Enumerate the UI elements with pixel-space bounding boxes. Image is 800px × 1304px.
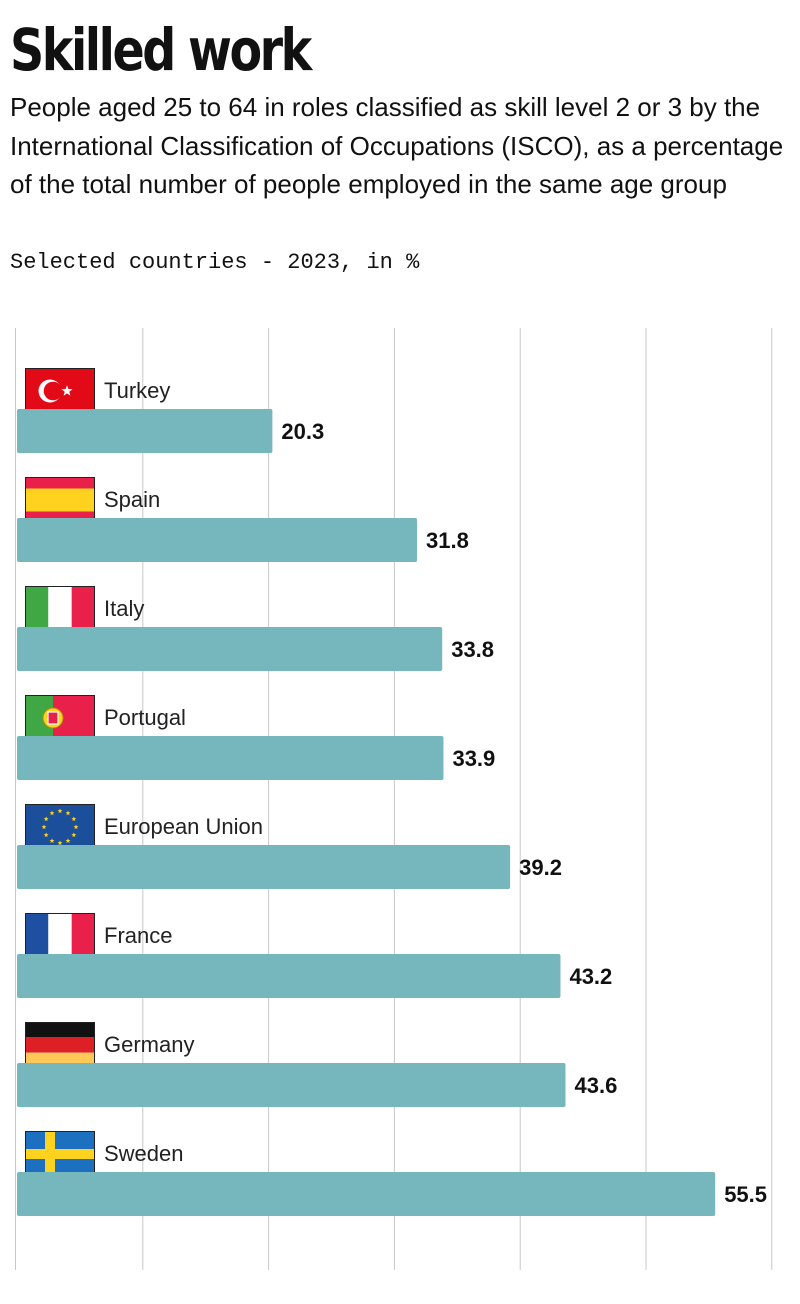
italy-flag	[25, 586, 95, 632]
value-label: 43.6	[574, 1073, 617, 1098]
row-italy: Italy 33.8	[17, 586, 494, 671]
bar	[17, 1063, 566, 1107]
chart-title: Skilled work	[10, 16, 312, 84]
bar	[17, 954, 561, 998]
row-spain: Spain 31.8	[17, 477, 469, 562]
row-sweden: Sweden 55.5	[17, 1131, 767, 1216]
category-label: Germany	[104, 1032, 194, 1057]
value-label: 43.2	[569, 964, 612, 989]
category-label: Sweden	[104, 1141, 184, 1166]
chart-note: Selected countries - 2023, in %	[10, 250, 420, 275]
value-label: 39.2	[519, 855, 562, 880]
value-label: 55.5	[724, 1182, 767, 1207]
spain-flag	[25, 477, 95, 523]
bar	[17, 518, 418, 562]
gridlines	[15, 328, 773, 1270]
row-portugal: Portugal 33.9	[17, 695, 495, 780]
value-label: 20.3	[281, 419, 324, 444]
bar	[17, 845, 511, 889]
portugal-flag	[25, 695, 95, 741]
category-label: European Union	[104, 814, 263, 839]
row-european-union: European Union 39.2	[17, 804, 562, 889]
european-union-flag	[25, 804, 95, 850]
value-label: 31.8	[426, 528, 469, 553]
row-france: France 43.2	[17, 913, 612, 998]
category-label: Spain	[104, 487, 160, 512]
value-label: 33.9	[452, 746, 495, 771]
row-germany: Germany 43.6	[17, 1022, 617, 1107]
sweden-flag	[25, 1131, 95, 1177]
turkey-flag	[25, 368, 95, 414]
germany-flag	[25, 1022, 95, 1068]
chart-rows: Turkey 20.3 Spain 31.8 Italy 33.8 Portugal 33.9…	[17, 368, 767, 1216]
category-label: France	[104, 923, 172, 948]
bar	[17, 627, 443, 671]
bar	[17, 736, 444, 780]
bar-chart: Turkey 20.3 Spain 31.8 Italy 33.8 Portugal 33.9…	[15, 328, 773, 1270]
category-label: Turkey	[104, 378, 170, 403]
bar	[17, 409, 273, 453]
value-label: 33.8	[451, 637, 494, 662]
row-turkey: Turkey 20.3	[17, 368, 324, 453]
category-label: Portugal	[104, 705, 186, 730]
chart-subtitle: People aged 25 to 64 in roles classified…	[10, 92, 784, 199]
category-label: Italy	[104, 596, 144, 621]
bar	[17, 1172, 716, 1216]
france-flag	[25, 913, 95, 959]
